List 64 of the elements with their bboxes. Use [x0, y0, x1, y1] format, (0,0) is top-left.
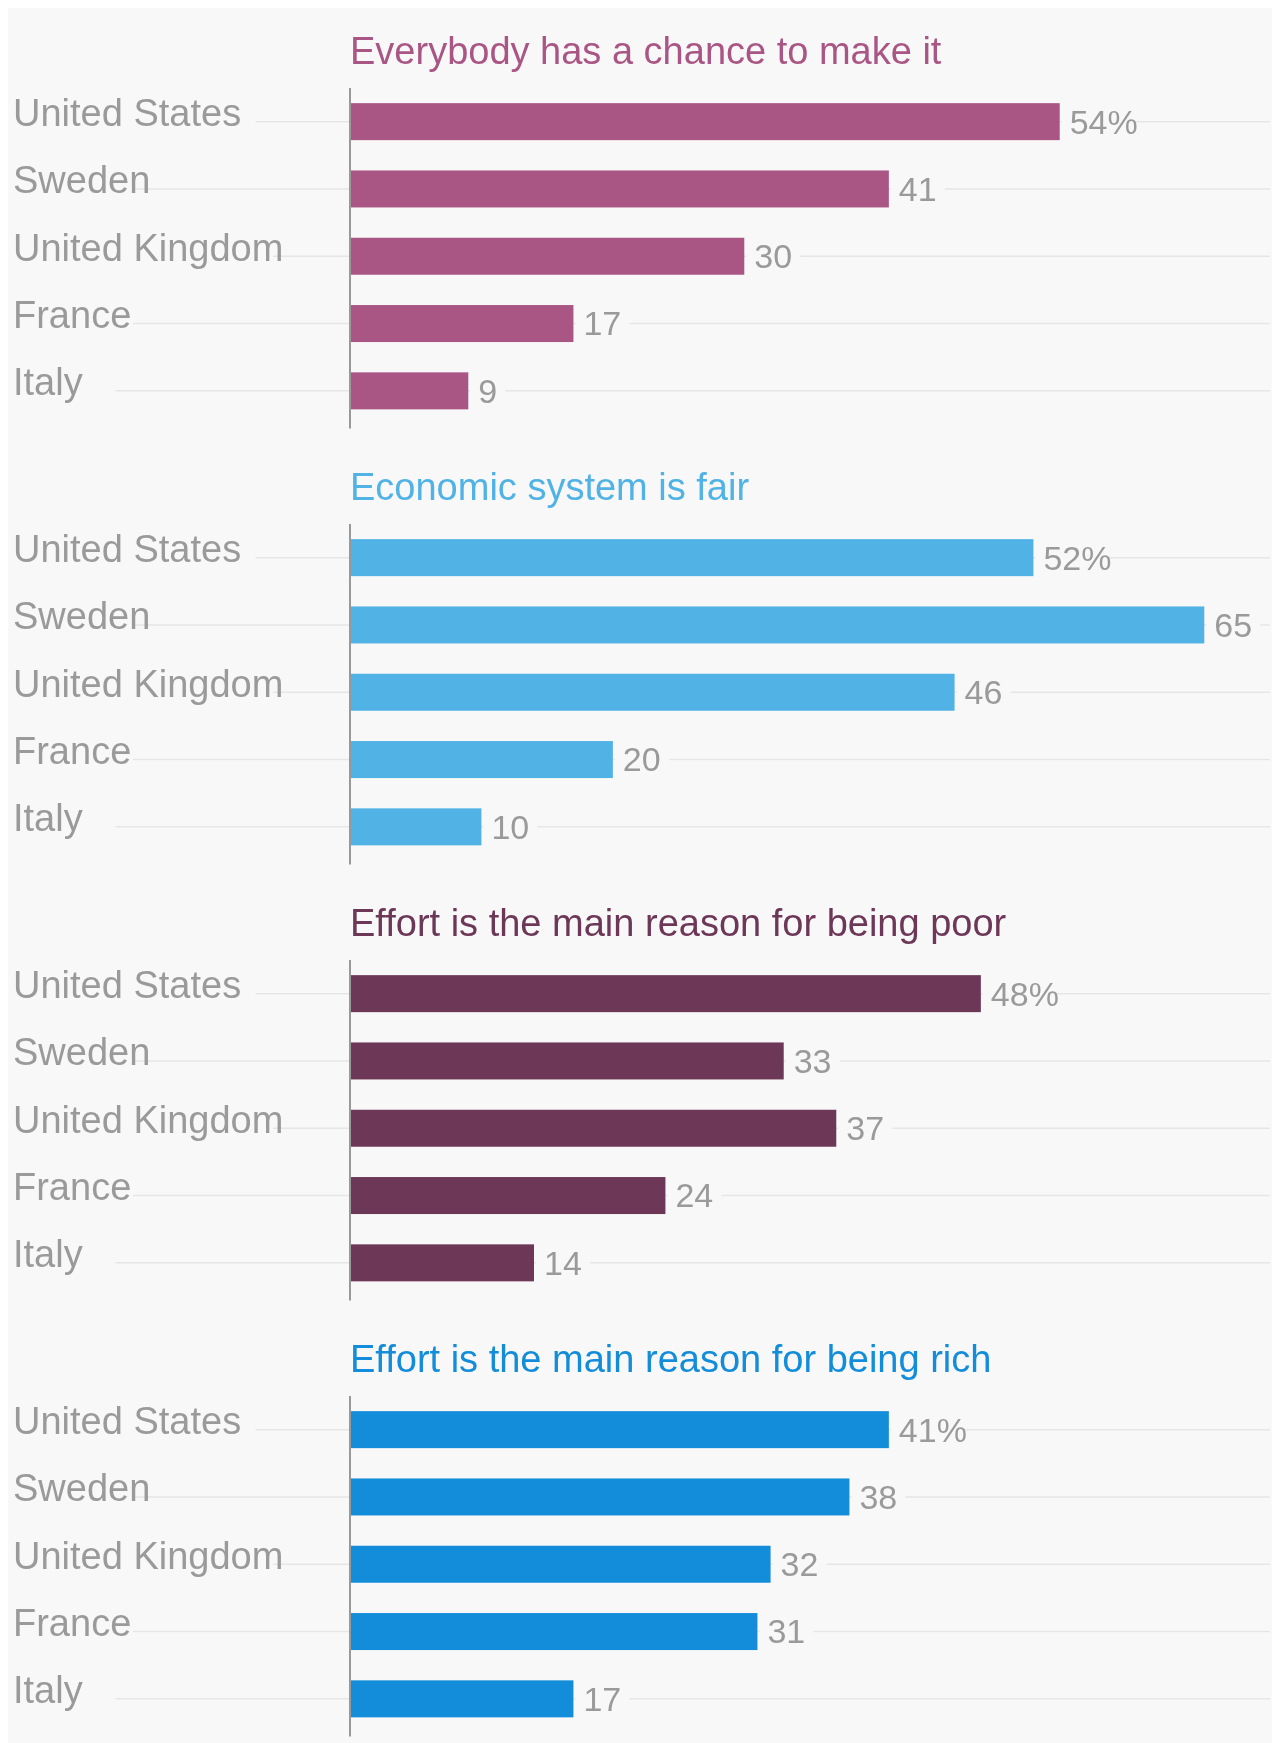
data-label: 31: [767, 1612, 806, 1651]
data-label: 30: [754, 237, 793, 276]
data-label: 10: [491, 807, 530, 846]
chart-title: Everybody has a chance to make it: [350, 30, 942, 72]
bar: [350, 1613, 758, 1651]
data-label: 32: [780, 1545, 819, 1584]
data-label: 9: [478, 371, 498, 410]
data-label: 20: [622, 740, 661, 779]
bar: [350, 1109, 837, 1147]
bar: [350, 539, 1034, 577]
y-tick-label: United States: [13, 527, 242, 570]
y-tick-label: Sweden: [13, 159, 151, 202]
y-tick-label: Italy: [13, 361, 83, 404]
data-label: 37: [846, 1109, 885, 1148]
data-label: 17: [583, 1679, 622, 1718]
data-label: 17: [583, 304, 622, 343]
chart-title: Effort is the main reason for being poor: [350, 902, 1007, 944]
y-tick-label: Italy: [13, 797, 83, 840]
y-tick-label: United States: [13, 1399, 242, 1442]
data-label: 24: [675, 1176, 714, 1215]
y-tick-label: Sweden: [13, 595, 151, 638]
y-tick-label: United Kingdom: [13, 662, 284, 705]
data-label: 41: [898, 169, 937, 208]
y-tick-label: United Kingdom: [13, 1534, 284, 1577]
data-label: 48%: [990, 974, 1059, 1013]
bar: [350, 975, 981, 1013]
y-tick-label: France: [13, 729, 132, 772]
bar: [350, 1411, 889, 1449]
y-tick-label: France: [13, 293, 132, 336]
bar: [350, 103, 1060, 141]
bar: [350, 1042, 784, 1080]
y-tick-label: France: [13, 1601, 132, 1644]
y-tick-label: United States: [13, 963, 242, 1006]
y-tick-label: France: [13, 1165, 132, 1208]
bar: [350, 305, 574, 343]
data-label: 38: [859, 1477, 898, 1516]
bar: [350, 741, 613, 779]
data-label: 41%: [898, 1410, 967, 1449]
y-tick-label: Italy: [13, 1233, 83, 1276]
bar: [350, 237, 745, 275]
bar: [350, 1478, 850, 1516]
bar: [350, 1545, 771, 1583]
chart-title: Economic system is fair: [350, 466, 750, 508]
bar: [350, 170, 889, 208]
y-tick-label: Italy: [13, 1669, 83, 1712]
bar: [350, 808, 482, 846]
bar: [350, 1177, 666, 1215]
chart-title: Effort is the main reason for being rich: [350, 1338, 992, 1380]
y-tick-label: United States: [13, 91, 242, 134]
bar: [350, 1244, 534, 1282]
data-label: 46: [964, 673, 1003, 712]
y-tick-label: Sweden: [13, 1031, 151, 1074]
data-label: 65: [1214, 605, 1253, 644]
y-tick-label: United Kingdom: [13, 1098, 284, 1141]
y-tick-label: United Kingdom: [13, 226, 284, 269]
data-label: 33: [793, 1041, 832, 1080]
data-label: 54%: [1069, 102, 1138, 141]
bar: [350, 606, 1205, 644]
data-label: 52%: [1043, 538, 1112, 577]
bar: [350, 1680, 574, 1718]
bar: [350, 673, 955, 711]
y-tick-label: Sweden: [13, 1467, 151, 1510]
data-label: 14: [544, 1243, 582, 1282]
bar: [350, 372, 469, 410]
